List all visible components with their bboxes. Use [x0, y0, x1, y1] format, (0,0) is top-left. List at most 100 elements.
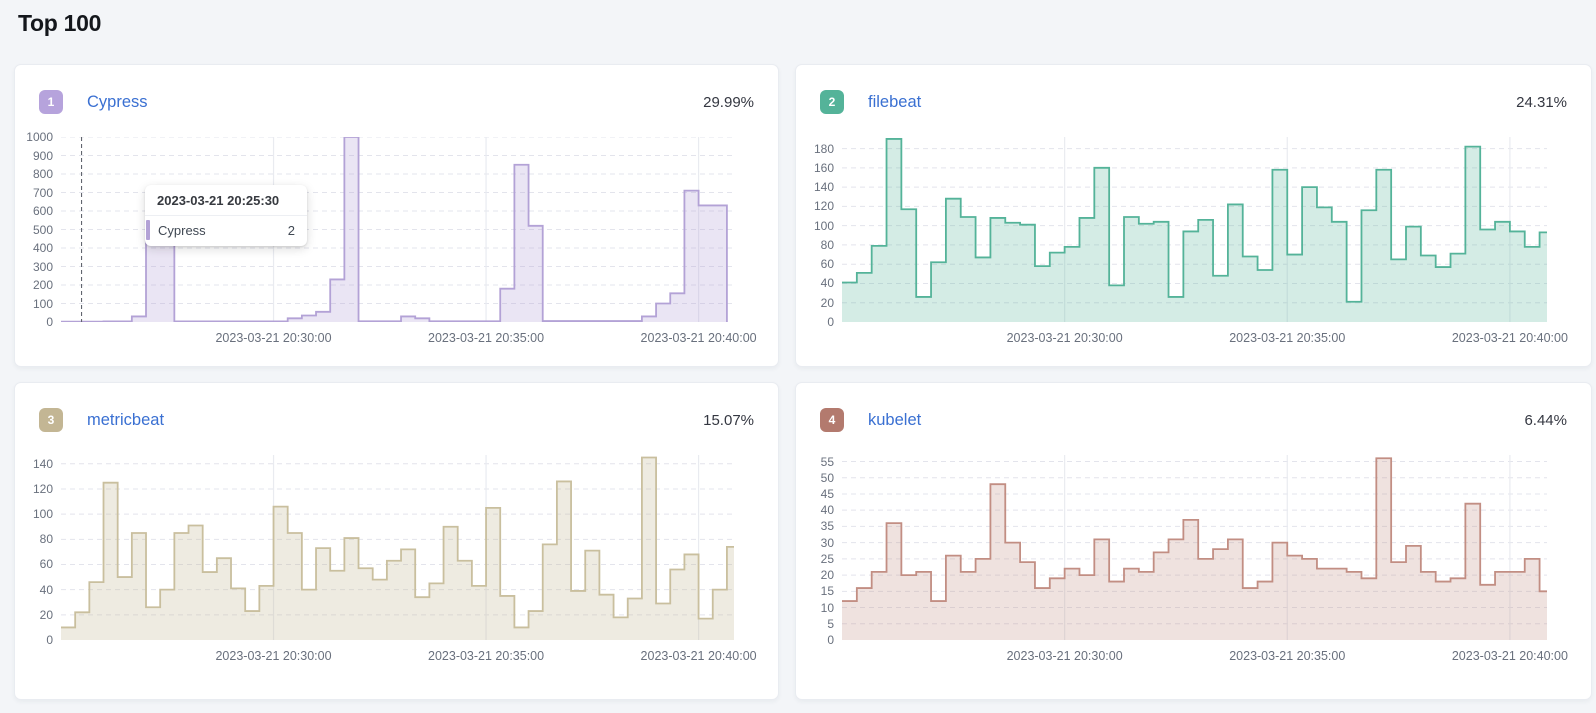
y-axis-tick-label: 140 — [32, 456, 53, 471]
series-color-swatch — [146, 220, 150, 240]
area-fill — [61, 457, 734, 640]
series-link-metricbeat[interactable]: metricbeat — [87, 410, 165, 429]
y-axis-tick-label: 50 — [820, 470, 834, 485]
series-link-kubelet[interactable]: kubelet — [868, 410, 922, 429]
x-axis-label: 2023-03-21 20:30:00 — [215, 331, 332, 345]
x-axis-label: 2023-03-21 20:30:00 — [1006, 331, 1123, 345]
area-line — [61, 137, 728, 322]
x-axis-label: 2023-03-21 20:35:00 — [1229, 331, 1346, 345]
y-axis-tick-label: 800 — [32, 167, 53, 181]
tooltip-series-name: Cypress — [158, 223, 206, 238]
y-axis-tick-label: 300 — [32, 259, 53, 274]
y-axis-tick-label: 20 — [39, 607, 53, 622]
chart-card-cypress: 1 Cypress 29.99% 0 100 200 300 400 500 600 700 8… — [14, 64, 779, 367]
series-link-filebeat[interactable]: filebeat — [868, 92, 922, 111]
chart-tooltip: 2023-03-21 20:25:30 Cypress 2 — [145, 185, 307, 246]
y-axis-tick-label: 180 — [813, 141, 834, 156]
area-chart-svg — [842, 455, 1547, 640]
chart-area: 0 20 40 60 80 100 120 140 2023-03-21 20:30:00 20… — [15, 455, 778, 663]
y-axis-tick-label: 60 — [39, 557, 53, 572]
card-header: 2 filebeat 24.31% — [796, 65, 1591, 114]
rank-badge: 2 — [820, 90, 844, 114]
y-axis: 0 20 40 60 80 100 120 140 — [15, 455, 61, 647]
area-line — [61, 456, 734, 629]
y-axis-tick-label: 35 — [820, 519, 834, 534]
area-chart-svg — [61, 455, 734, 640]
rank-badge: 1 — [39, 90, 63, 114]
x-axis-label: 2023-03-21 20:35:00 — [428, 649, 545, 663]
percent-value: 15.07% — [703, 411, 754, 429]
y-axis-tick-label: 700 — [32, 185, 53, 200]
area-chart-plot[interactable]: 2023-03-21 20:30:00 2023-03-21 20:35:00 20… — [842, 455, 1568, 663]
card-header: 1 Cypress 29.99% — [15, 65, 778, 114]
x-axis-label: 2023-03-21 20:40:00 — [1451, 649, 1568, 663]
x-axis-label: 2023-03-21 20:35:00 — [428, 331, 545, 345]
chart-card-filebeat: 2 filebeat 24.31% 0 20 40 60 80 100 120 140 160 1… — [795, 64, 1592, 367]
y-axis-tick-label: 10 — [820, 600, 834, 615]
y-axis-tick-label: 500 — [32, 222, 53, 237]
y-axis-tick-label: 80 — [39, 532, 53, 547]
x-axis-label: 2023-03-21 20:40:00 — [640, 649, 757, 663]
area-fill — [842, 138, 1547, 322]
area-line — [842, 138, 1547, 303]
tooltip-date: 2023-03-21 20:25:30 — [145, 185, 307, 216]
chart-area: 0 100 200 300 400 500 600 700 800 900 1000 2023-03… — [15, 130, 778, 345]
y-axis-tick-label: 80 — [820, 237, 834, 252]
chart-area: 0 5 10 15 20 25 30 35 40 45 50 55 2023-03-21 20:30:… — [796, 454, 1591, 664]
y-axis-tick-label: 140 — [813, 180, 834, 195]
page-title: Top 100 — [18, 10, 102, 36]
y-axis-tick-label: 900 — [32, 148, 53, 163]
tooltip-series-row: Cypress 2 — [145, 216, 307, 246]
y-axis-tick-label: 0 — [46, 633, 53, 647]
tooltip-series-value: 2 — [287, 223, 295, 238]
area-chart-svg — [842, 137, 1547, 322]
y-axis: 0 20 40 60 80 100 120 140 160 180 — [796, 137, 842, 329]
area-chart-plot[interactable]: 2023-03-21 20:30:00 2023-03-21 20:35:00 20… — [842, 137, 1568, 345]
x-axis-label: 2023-03-21 20:30:00 — [215, 649, 332, 663]
y-axis-tick-label: 25 — [820, 551, 834, 566]
y-axis-tick-label: 200 — [32, 278, 53, 292]
percent-value: 24.31% — [1516, 93, 1567, 111]
percent-value: 6.44% — [1524, 411, 1567, 429]
y-axis: 0 5 10 15 20 25 30 35 40 45 50 55 — [796, 454, 842, 648]
x-axis-label: 2023-03-21 20:35:00 — [1229, 649, 1346, 663]
y-axis-tick-label: 20 — [820, 568, 834, 583]
x-axis-label: 2023-03-21 20:40:00 — [640, 331, 757, 345]
y-axis-tick-label: 30 — [820, 535, 834, 550]
y-axis-tick-label: 400 — [32, 241, 53, 255]
area-chart-plot[interactable]: 2023-03-21 20:25:30 Cypress 2 2023-03-21… — [61, 137, 757, 345]
y-axis-tick-label: 60 — [820, 257, 834, 272]
y-axis-tick-label: 5 — [827, 616, 834, 631]
rank-badge: 3 — [39, 408, 63, 432]
area-line — [842, 457, 1547, 602]
y-axis-tick-label: 100 — [32, 507, 53, 522]
y-axis-tick-label: 1000 — [26, 130, 53, 144]
y-axis-tick-label: 40 — [39, 582, 53, 597]
y-axis-tick-label: 160 — [813, 160, 834, 175]
chart-area: 0 20 40 60 80 100 120 140 160 180 2023-03-21 20:3… — [796, 137, 1591, 345]
area-fill — [842, 458, 1547, 640]
y-axis-tick-label: 0 — [827, 315, 834, 329]
card-header: 3 metricbeat 15.07% — [15, 383, 778, 432]
card-header: 4 kubelet 6.44% — [796, 383, 1591, 432]
series-link-cypress[interactable]: Cypress — [87, 92, 148, 111]
y-axis-tick-label: 0 — [46, 315, 53, 329]
y-axis-tick-label: 40 — [820, 276, 834, 291]
y-axis-tick-label: 15 — [820, 584, 834, 599]
x-axis-label: 2023-03-21 20:40:00 — [1451, 331, 1568, 345]
y-axis-tick-label: 120 — [813, 199, 834, 214]
x-axis-label: 2023-03-21 20:30:00 — [1006, 649, 1123, 663]
y-axis-tick-label: 100 — [32, 296, 53, 311]
y-axis-tick-label: 0 — [827, 633, 834, 647]
y-axis-tick-label: 100 — [813, 218, 834, 233]
percent-value: 29.99% — [703, 93, 754, 111]
rank-badge: 4 — [820, 408, 844, 432]
y-axis-tick-label: 40 — [820, 503, 834, 518]
area-chart-plot[interactable]: 2023-03-21 20:30:00 2023-03-21 20:35:00 20… — [61, 455, 757, 663]
y-axis-tick-label: 120 — [32, 481, 53, 496]
chart-card-metricbeat: 3 metricbeat 15.07% 0 20 40 60 80 100 120 140 2… — [14, 382, 779, 700]
y-axis-tick-label: 55 — [820, 454, 834, 469]
y-axis-tick-label: 20 — [820, 295, 834, 310]
chart-card-kubelet: 4 kubelet 6.44% 0 5 10 15 20 25 30 35 40 45 50 55 2… — [795, 382, 1592, 700]
y-axis-tick-label: 45 — [820, 486, 834, 501]
